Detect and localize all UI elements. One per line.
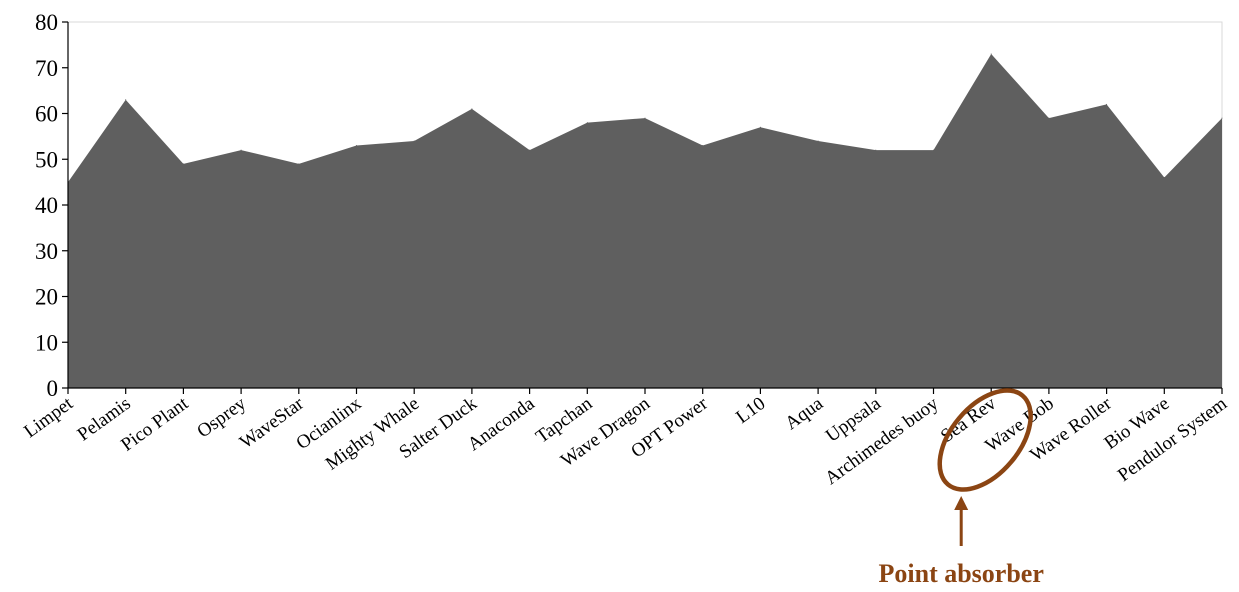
x-tick-label: Anaconda [464,393,539,456]
data-point [933,149,934,151]
y-tick-label: 10 [35,330,58,355]
x-tick-label: L10 [732,393,769,428]
y-tick-label: 70 [35,56,58,81]
y-tick-label: 40 [35,193,58,218]
data-point [702,145,704,147]
data-point [240,149,242,151]
area-series [67,53,1223,389]
data-point [1221,117,1223,119]
data-point [125,99,127,101]
x-tick-label: Aqua [781,393,827,435]
y-tick-label: 50 [35,147,58,172]
data-point [1048,117,1050,119]
data-point [817,140,819,142]
y-tick-label: 80 [35,10,58,35]
annotation-arrow-head [954,496,969,510]
y-tick-label: 60 [35,102,58,127]
data-point [875,149,877,151]
data-point [586,122,588,124]
data-point [759,126,761,128]
annotation-label: Point absorber [879,559,1044,588]
annotation-ellipse [937,388,1033,492]
data-point [356,145,357,147]
data-point [529,149,531,151]
y-tick-label: 30 [35,239,58,264]
data-point [413,140,415,142]
data-point [182,163,184,165]
data-point [1163,177,1165,179]
area-fill [68,54,1222,389]
data-point [471,108,473,110]
data-point [644,117,646,119]
data-point [1106,103,1108,105]
data-point [298,163,300,165]
y-tick-label: 20 [35,285,58,310]
data-point [990,53,992,55]
annotation: Point absorber [879,388,1044,588]
y-tick-label: 0 [47,376,59,401]
y-axis: 0 10 20 30 40 50 60 70 80 [35,10,69,401]
